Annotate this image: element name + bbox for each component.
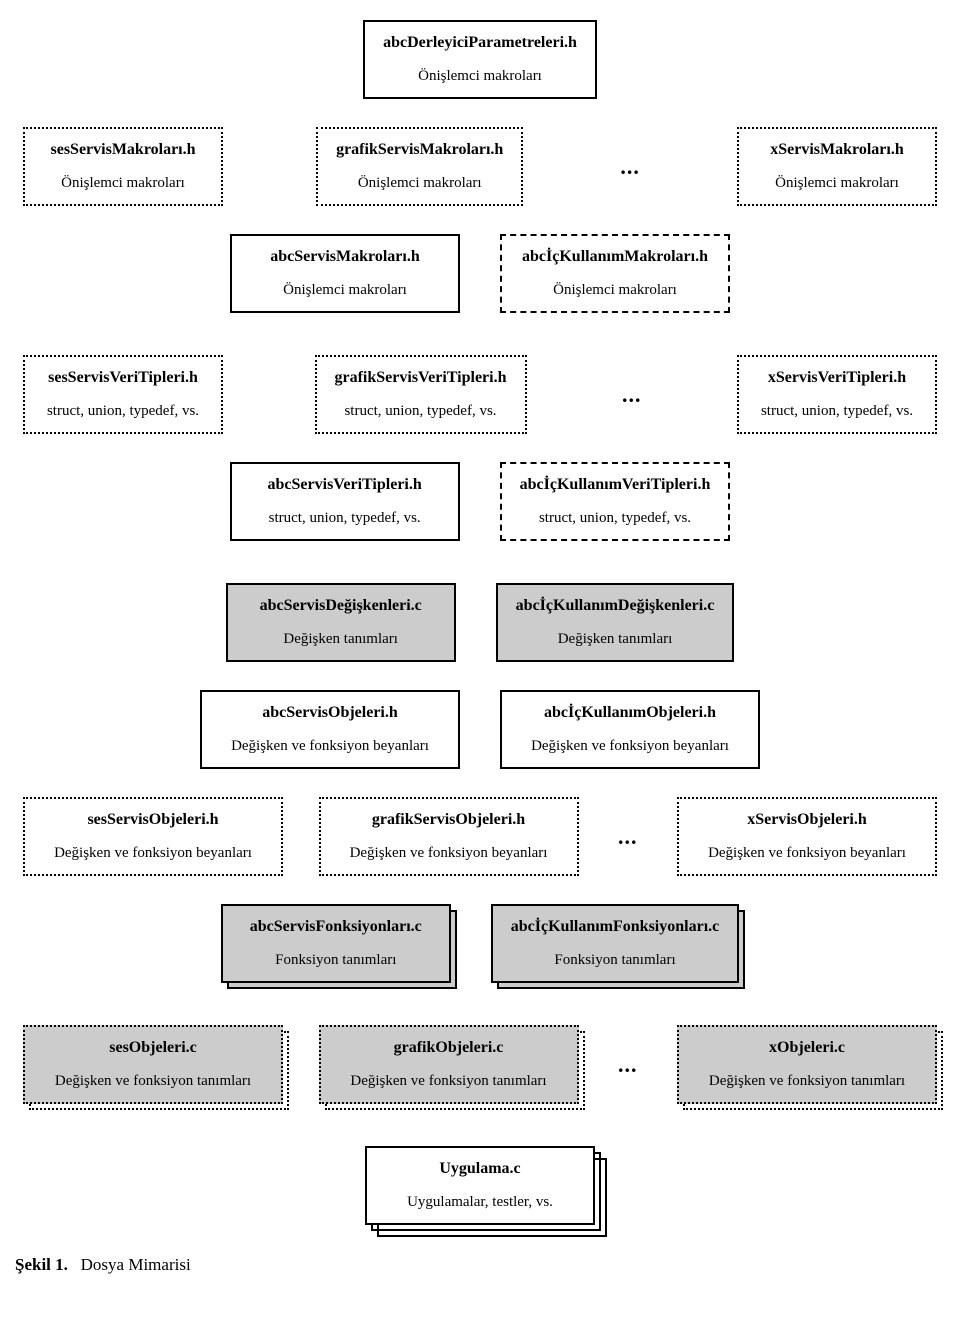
- ellipsis-icon: ...: [614, 824, 642, 850]
- box-sub: Önişlemci makroları: [336, 175, 503, 192]
- row-3: abcServisMakroları.h Önişlemci makroları…: [15, 234, 945, 313]
- box-grafik-makro: grafikServisMakroları.h Önişlemci makrol…: [316, 127, 523, 206]
- box-title: sesServisVeriTipleri.h: [43, 369, 203, 387]
- row-6: abcServisDeğişkenleri.c Değişken tanımla…: [15, 583, 945, 662]
- box-x-veri: xServisVeriTipleri.h struct, union, type…: [737, 355, 937, 434]
- box-title: grafikServisObjeleri.h: [339, 811, 559, 829]
- box-title: xServisObjeleri.h: [697, 811, 917, 829]
- box-sub: Değişken ve fonksiyon beyanları: [220, 738, 440, 755]
- box-sub: Değişken ve fonksiyon beyanları: [520, 738, 740, 755]
- box-sub: Değişken tanımları: [246, 631, 436, 648]
- box-sub: Değişken tanımları: [516, 631, 715, 648]
- ellipsis-icon: ...: [616, 154, 644, 180]
- box-grafik-veri: grafikServisVeriTipleri.h struct, union,…: [315, 355, 527, 434]
- box-uygulama: Uygulama.c Uygulamalar, testler, vs.: [365, 1146, 595, 1225]
- box-sub: struct, union, typedef, vs.: [335, 403, 507, 420]
- box-abc-ic-obj: abcİçKullanımObjeleri.h Değişken ve fonk…: [500, 690, 760, 769]
- box-sub: Uygulamalar, testler, vs.: [385, 1194, 575, 1211]
- box-title: grafikObjeleri.c: [339, 1039, 559, 1057]
- box-title: abcİçKullanımMakroları.h: [520, 248, 710, 266]
- box-title: sesObjeleri.c: [43, 1039, 263, 1057]
- stack-grafik-obj-c: grafikObjeleri.c Değişken ve fonksiyon t…: [319, 1025, 579, 1104]
- box-sub: Önişlemci makroları: [757, 175, 917, 192]
- row-2: sesServisMakroları.h Önişlemci makroları…: [15, 127, 945, 206]
- box-title: abcServisObjeleri.h: [220, 704, 440, 722]
- box-abc-ic-veri: abcİçKullanımVeriTipleri.h struct, union…: [500, 462, 731, 541]
- box-x-obj: xServisObjeleri.h Değişken ve fonksiyon …: [677, 797, 937, 876]
- row-10: sesObjeleri.c Değişken ve fonksiyon tanı…: [15, 1025, 945, 1104]
- row-4: sesServisVeriTipleri.h struct, union, ty…: [15, 355, 945, 434]
- box-abc-servis-veri: abcServisVeriTipleri.h struct, union, ty…: [230, 462, 460, 541]
- stack-x-obj-c: xObjeleri.c Değişken ve fonksiyon tanıml…: [677, 1025, 937, 1104]
- row-11: Uygulama.c Uygulamalar, testler, vs.: [15, 1146, 945, 1225]
- box-title: xServisMakroları.h: [757, 141, 917, 159]
- box-sub: Değişken ve fonksiyon beyanları: [43, 845, 263, 862]
- box-ses-obj-c: sesObjeleri.c Değişken ve fonksiyon tanı…: [23, 1025, 283, 1104]
- ellipsis-icon: ...: [614, 1052, 642, 1078]
- box-title: abcServisVeriTipleri.h: [250, 476, 440, 494]
- box-abc-servis-degisken: abcServisDeğişkenleri.c Değişken tanımla…: [226, 583, 456, 662]
- box-sub: struct, union, typedef, vs.: [43, 403, 203, 420]
- row-9: abcServisFonksiyonları.c Fonksiyon tanım…: [15, 904, 945, 983]
- box-title: sesServisMakroları.h: [43, 141, 203, 159]
- box-sub: Fonksiyon tanımları: [511, 952, 719, 969]
- box-sub: Fonksiyon tanımları: [241, 952, 431, 969]
- box-sub: Değişken ve fonksiyon tanımları: [697, 1073, 917, 1090]
- box-ses-obj: sesServisObjeleri.h Değişken ve fonksiyo…: [23, 797, 283, 876]
- box-abc-ic-fonk: abcİçKullanımFonksiyonları.c Fonksiyon t…: [491, 904, 739, 983]
- box-title: abcDerleyiciParametreleri.h: [383, 34, 577, 52]
- box-title: abcİçKullanımVeriTipleri.h: [520, 476, 711, 494]
- box-sub: Değişken ve fonksiyon beyanları: [339, 845, 559, 862]
- box-abc-ic-makro: abcİçKullanımMakroları.h Önişlemci makro…: [500, 234, 730, 313]
- caption-label: Şekil 1.: [15, 1255, 68, 1274]
- box-abc-servis-fonk: abcServisFonksiyonları.c Fonksiyon tanım…: [221, 904, 451, 983]
- box-title: Uygulama.c: [385, 1160, 575, 1178]
- stack-uygulama: Uygulama.c Uygulamalar, testler, vs.: [365, 1146, 595, 1225]
- box-abc-servis-obj: abcServisObjeleri.h Değişken ve fonksiyo…: [200, 690, 460, 769]
- row-1: abcDerleyiciParametreleri.h Önişlemci ma…: [15, 20, 945, 99]
- box-sub: Değişken ve fonksiyon beyanları: [697, 845, 917, 862]
- box-x-obj-c: xObjeleri.c Değişken ve fonksiyon tanıml…: [677, 1025, 937, 1104]
- row-8: sesServisObjeleri.h Değişken ve fonksiyo…: [15, 797, 945, 876]
- stack-abc-ic-fonk: abcİçKullanımFonksiyonları.c Fonksiyon t…: [491, 904, 739, 983]
- box-x-makro: xServisMakroları.h Önişlemci makroları: [737, 127, 937, 206]
- box-title: abcServisMakroları.h: [250, 248, 440, 266]
- box-ses-makro: sesServisMakroları.h Önişlemci makroları: [23, 127, 223, 206]
- box-title: abcServisFonksiyonları.c: [241, 918, 431, 936]
- box-ses-veri: sesServisVeriTipleri.h struct, union, ty…: [23, 355, 223, 434]
- row-7: abcServisObjeleri.h Değişken ve fonksiyo…: [15, 690, 945, 769]
- box-sub: Değişken ve fonksiyon tanımları: [43, 1073, 263, 1090]
- box-sub: Önişlemci makroları: [250, 282, 440, 299]
- box-title: grafikServisVeriTipleri.h: [335, 369, 507, 387]
- box-title: xObjeleri.c: [697, 1039, 917, 1057]
- box-title: sesServisObjeleri.h: [43, 811, 263, 829]
- box-sub: struct, union, typedef, vs.: [520, 510, 711, 527]
- box-sub: Önişlemci makroları: [520, 282, 710, 299]
- box-grafik-obj: grafikServisObjeleri.h Değişken ve fonks…: [319, 797, 579, 876]
- stack-abc-servis-fonk: abcServisFonksiyonları.c Fonksiyon tanım…: [221, 904, 451, 983]
- box-sub: Önişlemci makroları: [43, 175, 203, 192]
- box-title: abcİçKullanımFonksiyonları.c: [511, 918, 719, 936]
- box-title: grafikServisMakroları.h: [336, 141, 503, 159]
- box-sub: Önişlemci makroları: [383, 68, 577, 85]
- box-abc-servis-makro: abcServisMakroları.h Önişlemci makroları: [230, 234, 460, 313]
- box-title: abcİçKullanımObjeleri.h: [520, 704, 740, 722]
- box-title: abcİçKullanımDeğişkenleri.c: [516, 597, 715, 615]
- stack-ses-obj-c: sesObjeleri.c Değişken ve fonksiyon tanı…: [23, 1025, 283, 1104]
- box-title: abcServisDeğişkenleri.c: [246, 597, 436, 615]
- box-derleyici: abcDerleyiciParametreleri.h Önişlemci ma…: [363, 20, 597, 99]
- row-5: abcServisVeriTipleri.h struct, union, ty…: [15, 462, 945, 541]
- box-grafik-obj-c: grafikObjeleri.c Değişken ve fonksiyon t…: [319, 1025, 579, 1104]
- box-sub: Değişken ve fonksiyon tanımları: [339, 1073, 559, 1090]
- figure-caption: Şekil 1. Dosya Mimarisi: [15, 1255, 945, 1275]
- box-abc-ic-degisken: abcİçKullanımDeğişkenleri.c Değişken tan…: [496, 583, 735, 662]
- box-title: xServisVeriTipleri.h: [757, 369, 917, 387]
- box-sub: struct, union, typedef, vs.: [250, 510, 440, 527]
- caption-text: Dosya Mimarisi: [81, 1255, 191, 1274]
- box-sub: struct, union, typedef, vs.: [757, 403, 917, 420]
- ellipsis-icon: ...: [618, 382, 646, 408]
